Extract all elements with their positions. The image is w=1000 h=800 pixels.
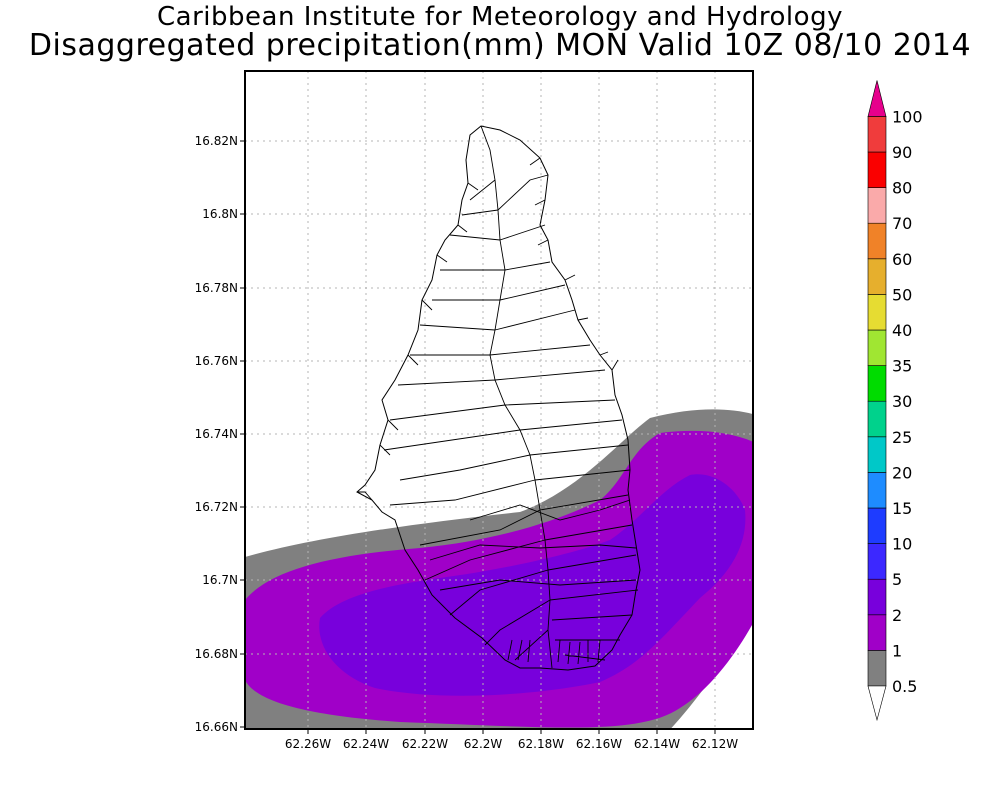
colorbar-segment	[867, 329, 887, 366]
lat-tick-label: 16.68N	[195, 647, 238, 661]
precip-area-2-5mm	[319, 474, 746, 696]
colorbar-segment	[867, 650, 887, 687]
lat-tick-label: 16.74N	[195, 427, 238, 441]
lon-tick-label: 62.24W	[343, 737, 389, 751]
island-coastline	[356, 125, 641, 671]
colorbar-segment	[867, 116, 887, 153]
title-line-2: Disaggregated precipitation(mm) MON Vali…	[28, 28, 972, 63]
colorbar-segment	[867, 294, 887, 331]
island-outline	[356, 125, 641, 671]
colorbar-label: 100	[892, 107, 923, 126]
colorbar-segment	[867, 472, 887, 509]
lon-tick-label: 62.22W	[402, 737, 448, 751]
colorbar-segment	[867, 187, 887, 224]
colorbar-label: 90	[892, 143, 912, 162]
lon-tick-label: 62.14W	[634, 737, 680, 751]
lat-tick-label: 16.7N	[202, 573, 238, 587]
colorbar-label: 15	[892, 499, 912, 518]
colorbar-label: 30	[892, 392, 912, 411]
colorbar-segment	[867, 222, 887, 260]
colorbar-label: 0.5	[892, 677, 917, 696]
colorbar-label: 50	[892, 285, 912, 304]
colorbar-label: 80	[892, 179, 912, 198]
colorbar-segment	[867, 507, 887, 544]
lon-tick-label: 62.2W	[464, 737, 503, 751]
colorbar-label: 10	[892, 535, 912, 554]
colorbar-segment	[867, 365, 887, 402]
lon-tick-label: 62.16W	[576, 737, 622, 751]
colorbar-segment	[867, 614, 887, 651]
lat-tick-label: 16.72N	[195, 500, 238, 514]
map-gridlines	[245, 71, 753, 729]
lat-tick-label: 16.8N	[202, 207, 238, 221]
colorbar-segment	[867, 578, 887, 616]
precip-shading	[245, 409, 753, 729]
colorbar-label: 60	[892, 250, 912, 269]
lat-tick-label: 16.76N	[195, 354, 238, 368]
lat-tick-label: 16.66N	[195, 720, 238, 734]
lon-tick-label: 62.12W	[692, 737, 738, 751]
lat-tick-label: 16.78N	[195, 281, 238, 295]
colorbar-label: 35	[892, 357, 912, 376]
colorbar-label: 1	[892, 641, 902, 660]
colorbar-segment	[867, 543, 887, 580]
lon-tick-label: 62.18W	[518, 737, 564, 751]
latitude-labels: 16.82N 16.8N 16.78N 16.76N 16.74N 16.72N 16.7N…	[195, 134, 245, 734]
map-frame	[244, 70, 754, 730]
watershed-lines	[357, 125, 639, 669]
colorbar-label: 5	[892, 570, 902, 589]
colorbar-label: 70	[892, 214, 912, 233]
longitude-labels: 62.26W 62.24W 62.22W 62.2W 62.18W 62.16W 62.14…	[285, 729, 738, 751]
title-line-1: Caribbean Institute for Meteorology and …	[157, 2, 843, 32]
colorbar-top-arrow	[867, 80, 887, 117]
lon-tick-label: 62.26W	[285, 737, 331, 751]
colorbar-bottom-arrow	[867, 685, 887, 722]
lat-tick-label: 16.82N	[195, 134, 238, 148]
colorbar-segment	[867, 400, 887, 438]
colorbar-segment	[867, 258, 887, 295]
colorbar-label: 20	[892, 463, 912, 482]
colorbar-segment	[867, 436, 887, 473]
colorbar-segment	[867, 151, 887, 188]
colorbar-label: 2	[892, 606, 902, 625]
colorbar-label: 25	[892, 428, 912, 447]
colorbar-label: 40	[892, 321, 912, 340]
